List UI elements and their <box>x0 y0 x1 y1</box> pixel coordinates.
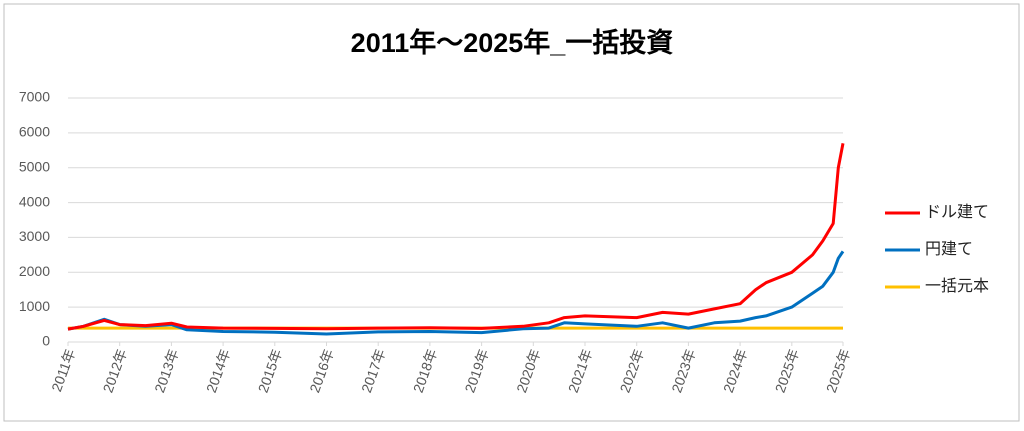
y-tick-label: 4000 <box>19 193 50 209</box>
legend-label: 一括元本 <box>925 277 989 295</box>
series-line <box>67 143 845 331</box>
y-tick-label: 5000 <box>19 158 50 174</box>
y-tick-label: 0 <box>42 333 50 349</box>
chart-frame <box>3 3 1020 422</box>
legend-label: ドル建て <box>925 203 989 221</box>
y-tick-label: 7000 <box>19 89 50 105</box>
chart-title: 2011年～2025年_一括投資 <box>351 27 674 58</box>
y-tick-label: 3000 <box>19 228 50 244</box>
y-tick-label: 2000 <box>19 263 50 279</box>
y-tick-label: 6000 <box>19 124 50 140</box>
legend-label: 円建て <box>925 240 973 258</box>
y-tick-label: 1000 <box>19 298 50 314</box>
